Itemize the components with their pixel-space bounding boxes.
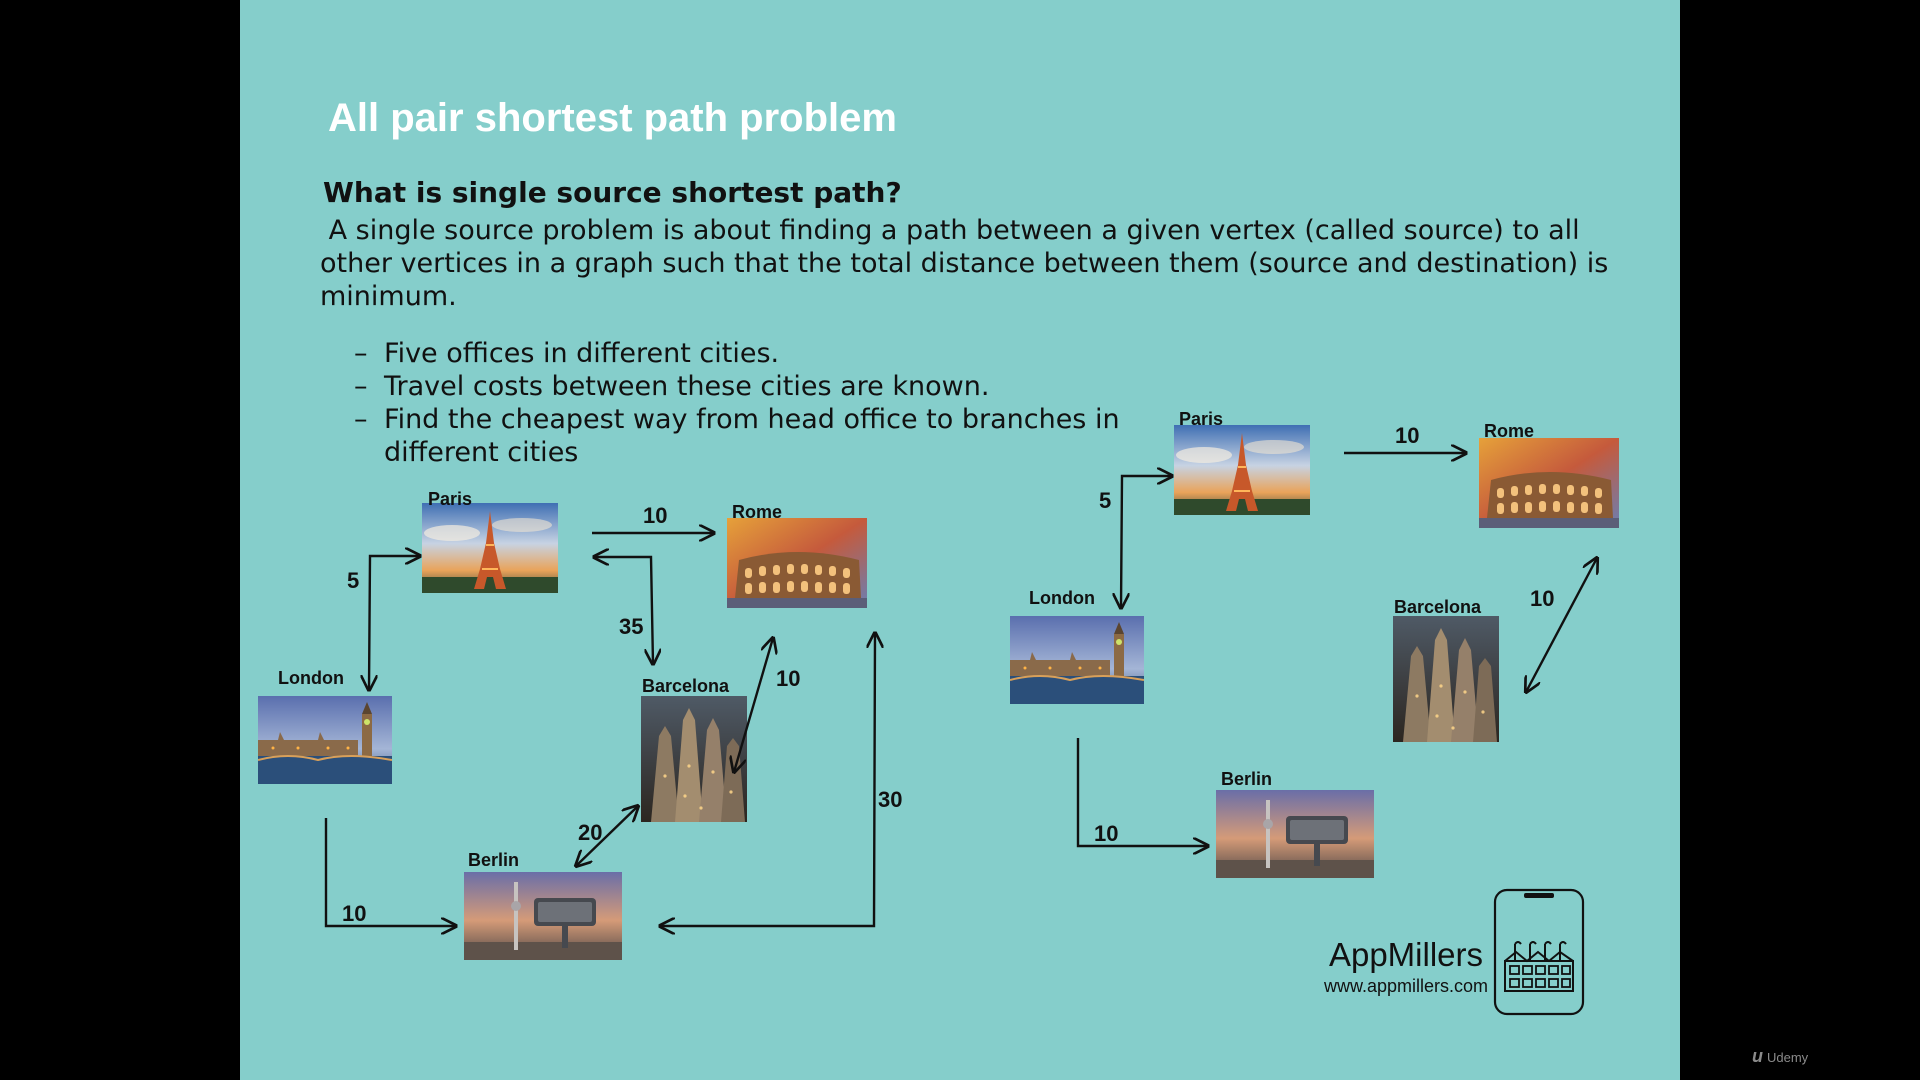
tree-barcelona-photo — [1393, 616, 1499, 742]
paris-photo — [422, 503, 558, 593]
weight-paris-rome: 10 — [643, 503, 667, 528]
tree-weight-rome-barcelona: 10 — [1530, 586, 1554, 611]
barcelona-photo — [641, 696, 747, 822]
full-graph: Paris Rome London Barcelona Berlin — [258, 489, 902, 960]
udemy-watermark: u Udemy — [1752, 1046, 1808, 1067]
udemy-label: Udemy — [1767, 1050, 1809, 1065]
tree-node-label-rome: Rome — [1484, 421, 1534, 441]
tree-edge-rome-barcelona — [1526, 558, 1597, 692]
weight-paris-barcelona: 35 — [619, 614, 643, 639]
tree-berlin-photo — [1216, 790, 1374, 878]
shortest-path-tree: Paris Rome London Barcelona Berlin — [1010, 409, 1619, 878]
diagrams-canvas: Paris Rome London Barcelona Berlin — [258, 409, 1619, 1016]
bullet-list: Five offices in different cities. Travel… — [354, 337, 1174, 469]
edge-berlin-barcelona — [576, 806, 638, 866]
tree-weight-london-berlin: 10 — [1094, 821, 1118, 846]
bullet-item: Five offices in different cities. — [354, 337, 1174, 370]
berlin-photo — [464, 872, 622, 960]
tree-weight-paris-london: 5 — [1099, 488, 1111, 513]
rome-photo — [727, 518, 867, 608]
node-paris: Paris — [422, 489, 558, 593]
full-graph-weights: 10 5 35 10 20 30 10 — [342, 503, 902, 926]
tree-node-paris: Paris — [1174, 409, 1310, 515]
section-heading: What is single source shortest path? — [323, 176, 902, 209]
london-photo — [258, 696, 392, 784]
tree-edge-paris-london — [1121, 476, 1172, 608]
tree-rome-photo — [1479, 438, 1619, 528]
node-label-london: London — [278, 668, 344, 688]
tree-node-berlin: Berlin — [1216, 769, 1374, 878]
node-label-berlin: Berlin — [468, 850, 519, 870]
weight-london-berlin: 10 — [342, 901, 366, 926]
tree-node-label-berlin: Berlin — [1221, 769, 1272, 789]
slide-title: All pair shortest path problem — [328, 96, 897, 140]
brand-url: www.appmillers.com — [1323, 976, 1489, 996]
tree-node-barcelona: Barcelona — [1393, 597, 1499, 742]
definition-paragraph: A single source problem is about finding… — [320, 215, 1617, 312]
tree-node-label-barcelona: Barcelona — [1394, 597, 1482, 617]
edge-berlin-rome — [660, 633, 875, 926]
weight-berlin-rome: 30 — [878, 787, 902, 812]
brand-name: AppMillers — [1328, 936, 1484, 973]
tree-london-photo — [1010, 616, 1144, 704]
slide: Paris Rome London Barcelona Berlin — [240, 0, 1680, 1080]
node-label-barcelona: Barcelona — [642, 676, 730, 696]
node-label-rome: Rome — [732, 502, 782, 522]
edge-paris-barcelona — [594, 557, 653, 664]
brand-block: AppMillers www.appmillers.com — [1306, 936, 1506, 997]
node-rome: Rome — [727, 502, 867, 608]
udemy-logo-icon: u — [1752, 1046, 1763, 1066]
node-label-paris: Paris — [428, 489, 472, 509]
tree-node-label-paris: Paris — [1179, 409, 1223, 429]
weight-paris-london: 5 — [347, 568, 359, 593]
tree-node-label-london: London — [1029, 588, 1095, 608]
edge-london-berlin — [324, 818, 456, 926]
node-barcelona: Barcelona — [641, 676, 747, 822]
tree-paris-photo — [1174, 425, 1310, 515]
phone-factory-icon — [1493, 888, 1585, 1016]
tree-node-rome: Rome — [1479, 421, 1619, 528]
tree-edges — [1076, 453, 1597, 846]
tree-node-london: London — [1010, 588, 1144, 704]
tree-weights: 10 5 10 10 — [1094, 423, 1554, 846]
full-graph-edges — [324, 533, 875, 926]
bullet-item: Travel costs between these cities are kn… — [354, 370, 1174, 403]
tree-edge-london-berlin — [1076, 738, 1208, 846]
edge-paris-london — [369, 556, 420, 690]
node-berlin: Berlin — [464, 850, 622, 960]
weight-barcelona-rome: 10 — [776, 666, 800, 691]
tree-weight-paris-rome: 10 — [1395, 423, 1419, 448]
weight-berlin-barcelona: 20 — [578, 820, 602, 845]
node-london: London — [258, 668, 392, 784]
bullet-item: Find the cheapest way from head office t… — [354, 403, 1174, 469]
